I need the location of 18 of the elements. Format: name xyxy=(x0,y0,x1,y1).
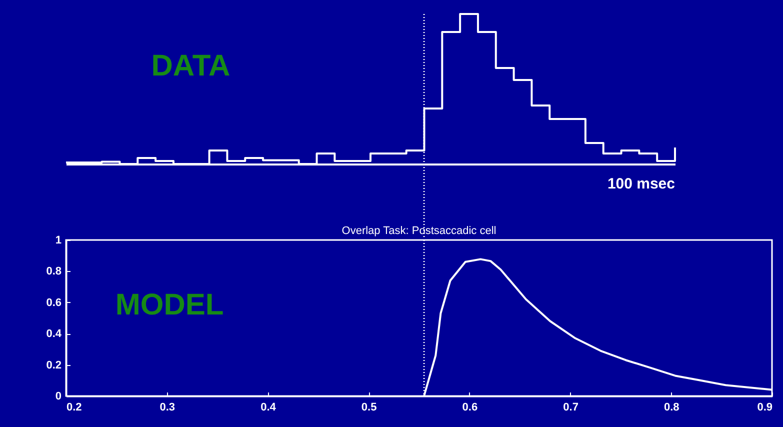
text: 100 msec xyxy=(607,176,675,192)
x-tick-label: 0.2 xyxy=(66,402,82,414)
annotation: DATA xyxy=(151,50,230,82)
x-tick-label: 0.5 xyxy=(361,402,377,414)
x-tick-label: 0.4 xyxy=(260,402,277,414)
x-tick-label: 0.6 xyxy=(462,402,478,414)
x-tick-label: 0.3 xyxy=(160,402,176,414)
y-tick-label: 0.8 xyxy=(46,266,62,278)
x-tick-label: 0.7 xyxy=(563,402,578,414)
annotation: MODEL xyxy=(115,288,224,322)
y-tick-label: 0.6 xyxy=(46,296,62,309)
x-tick-label: 0.9 xyxy=(757,402,772,414)
chart-title: Overlap Task: Postsaccadic cell xyxy=(342,225,496,237)
y-tick-label: 0.4 xyxy=(46,328,62,340)
y-tick-label: 0.2 xyxy=(46,359,62,372)
y-tick-label: 0 xyxy=(55,390,62,402)
y-tick-label: 1 xyxy=(55,234,62,246)
x-tick-label: 0.8 xyxy=(664,402,680,414)
